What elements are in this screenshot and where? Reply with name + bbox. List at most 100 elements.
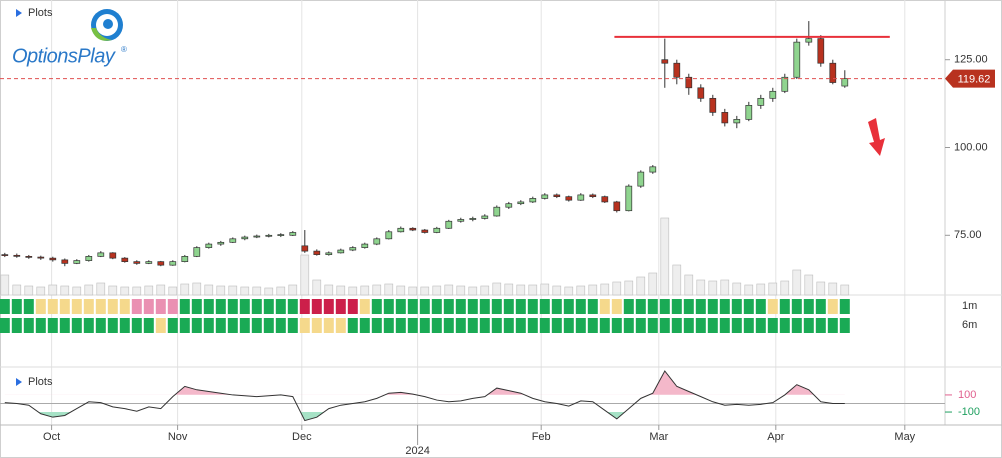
heatmap-cell	[707, 318, 718, 333]
volume-bar	[252, 286, 262, 296]
heatmap-cell	[527, 299, 538, 314]
panel-title[interactable]: Plots	[28, 376, 53, 388]
volume-bar	[348, 286, 358, 296]
volume-bar	[132, 286, 142, 296]
volume-bar	[828, 282, 838, 296]
logo: OptionsPlay ®	[12, 9, 127, 67]
heatmap-cell	[179, 299, 190, 314]
heatmap-cell	[299, 299, 310, 314]
heatmap-cell	[743, 299, 754, 314]
heatmap-cell	[551, 318, 562, 333]
heatmap-cell	[215, 299, 226, 314]
candle-body	[541, 194, 549, 199]
volume-bar	[444, 284, 454, 296]
candle-body	[793, 41, 801, 78]
logo-mark: ®	[121, 45, 127, 54]
volume-bar	[156, 284, 166, 296]
volume-bar	[696, 279, 706, 296]
heatmap-cell	[227, 299, 238, 314]
heatmap-cell	[107, 299, 118, 314]
heatmap-cell	[515, 299, 526, 314]
candle-body	[85, 256, 93, 261]
panel-title[interactable]: Plots	[28, 7, 53, 19]
candle-body	[649, 166, 657, 173]
heatmap-cell	[503, 299, 514, 314]
candle-body	[589, 194, 597, 198]
heatmap-cell	[587, 318, 598, 333]
heatmap-cell	[83, 299, 94, 314]
candle-body	[505, 203, 513, 208]
heatmap-cell	[83, 318, 94, 333]
heatmap-cell	[239, 318, 250, 333]
volume-bar	[492, 282, 502, 296]
heatmap-cell	[671, 299, 682, 314]
candle-body	[577, 194, 585, 201]
volume-bar	[576, 285, 586, 296]
heatmap-cell	[179, 318, 190, 333]
heatmap-cell	[455, 318, 466, 333]
indicator-tick-label: -100	[958, 406, 980, 418]
x-tick-label: May	[894, 431, 915, 443]
heatmap-cell	[395, 318, 406, 333]
x-tick-label: Oct	[43, 431, 60, 443]
candle-body	[253, 235, 261, 238]
heatmap-cell	[563, 318, 574, 333]
expand-icon[interactable]	[16, 9, 22, 17]
volume-bar	[408, 286, 418, 296]
candle-body	[661, 59, 669, 64]
candle-body	[361, 243, 369, 248]
candle-body	[637, 171, 645, 187]
heatmap-cell	[455, 299, 466, 314]
heatmap-cell	[11, 318, 22, 333]
candle-body	[289, 232, 297, 236]
heatmap-cell	[419, 299, 430, 314]
year-label: 2024	[405, 445, 429, 457]
heatmap-cell	[155, 318, 166, 333]
volume-bar	[120, 286, 130, 296]
heatmap-cell	[71, 299, 82, 314]
heatmap-cell	[23, 318, 34, 333]
volume-bar	[396, 285, 406, 296]
indicator-tick-label: 100	[958, 389, 976, 401]
candle-body	[697, 87, 705, 99]
volume-bar	[372, 284, 382, 296]
heatmap-cell	[23, 299, 34, 314]
volume-bar	[288, 284, 298, 296]
heatmap-cell	[467, 299, 478, 314]
candle-body	[529, 198, 537, 203]
volume-bar	[336, 285, 346, 296]
heatmap-cell	[323, 318, 334, 333]
heatmap-cell	[827, 318, 838, 333]
candle-body	[781, 76, 789, 92]
volume-bar	[564, 286, 574, 296]
candle-body	[433, 227, 441, 233]
heatmap-cell	[287, 299, 298, 314]
heatmap-cell	[431, 318, 442, 333]
heatmap-cell	[767, 299, 778, 314]
volume-bar	[324, 284, 334, 296]
heatmap-cell	[311, 318, 322, 333]
heatmap-cell	[479, 318, 490, 333]
candle-body	[169, 261, 177, 266]
volume-bar	[0, 274, 10, 296]
candle-body	[745, 105, 753, 120]
volume-bar	[804, 274, 814, 296]
heatmap-cell	[755, 318, 766, 333]
heatmap-cell	[695, 299, 706, 314]
candle-body	[157, 261, 165, 266]
heatmap-cell	[371, 299, 382, 314]
x-tick-label: Nov	[168, 431, 188, 443]
candle-body	[409, 227, 417, 231]
expand-icon[interactable]	[16, 378, 22, 386]
heatmap-cell	[743, 318, 754, 333]
heatmap-cell	[755, 299, 766, 314]
heatmap-cell	[407, 318, 418, 333]
y-tick-label: 100.00	[954, 141, 988, 153]
candle-body	[673, 62, 681, 78]
heatmap-cell	[299, 318, 310, 333]
candle-body	[397, 227, 405, 233]
volume-bar	[660, 217, 670, 296]
volume-bar	[840, 284, 850, 296]
volume-bar	[12, 284, 22, 296]
candle-body	[841, 78, 849, 87]
